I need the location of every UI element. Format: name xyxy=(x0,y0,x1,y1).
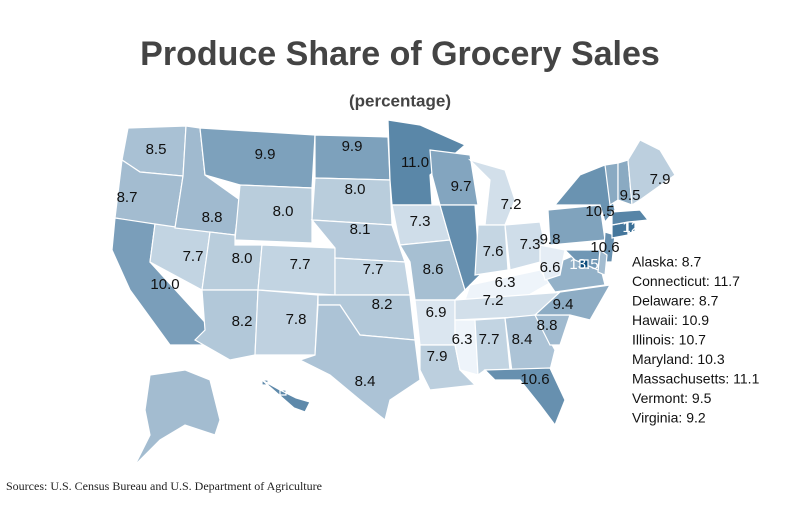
value-label: 10.0 xyxy=(150,276,179,293)
states xyxy=(111,119,676,466)
value-label: 7.8 xyxy=(286,311,307,328)
value-label: 11.0 xyxy=(401,154,429,171)
side-list-item: Maryland: 10.3 xyxy=(632,351,725,367)
state xyxy=(467,158,516,226)
value-label: 10.6 xyxy=(520,371,549,388)
value-label: 7.7 xyxy=(290,256,311,273)
state xyxy=(483,367,566,427)
value-label: 8.4 xyxy=(355,373,376,390)
value-label: 8.2 xyxy=(372,296,393,313)
state xyxy=(454,319,479,376)
value-label: 7.2 xyxy=(483,292,504,309)
value-label: 8.7 xyxy=(117,189,138,206)
value-label: 6.6 xyxy=(540,259,561,276)
value-label: 8.4 xyxy=(512,331,533,348)
side-list-item: Hawaii: 10.9 xyxy=(632,312,709,328)
value-label: 9.8 xyxy=(540,231,561,248)
side-list-item: Connecticut: 11.7 xyxy=(632,273,740,289)
value-label: 7.7 xyxy=(479,331,500,348)
title: Produce Share of Grocery Sales xyxy=(140,35,660,73)
value-label: 10.6 xyxy=(590,239,619,256)
value-label: 7.3 xyxy=(520,236,541,253)
state xyxy=(387,119,467,206)
state xyxy=(611,209,650,226)
value-label: 7.9 xyxy=(650,171,671,188)
state xyxy=(627,139,676,207)
state xyxy=(134,369,221,466)
value-label: 6.3 xyxy=(452,331,473,348)
state xyxy=(234,184,313,244)
state xyxy=(298,304,421,422)
side-list-item: Massachusetts: 11.1 xyxy=(632,371,760,387)
value-label: 8.5 xyxy=(146,141,167,158)
value-label: 9.4 xyxy=(553,296,574,313)
side-list-item: Virginia: 9.2 xyxy=(632,410,706,426)
value-label: 8.1 xyxy=(350,221,371,238)
value-label: 7.7 xyxy=(183,248,204,265)
state xyxy=(533,284,612,321)
value-label: 12.0 xyxy=(622,219,651,236)
value-label: 13.5 xyxy=(569,256,598,273)
value-label: 6.9 xyxy=(426,304,447,321)
labels: 8.58.710.07.78.89.98.08.0 7.78.2 7.89.98.0… xyxy=(117,138,671,390)
value-label: 7.2 xyxy=(501,196,522,213)
value-label: 8.0 xyxy=(273,203,294,220)
state xyxy=(474,224,509,276)
value-label: 8.8 xyxy=(202,209,223,226)
side-list-item: Alaska: 8.7 xyxy=(632,254,701,270)
value-label: 8.6 xyxy=(423,261,444,278)
value-label: 9.5 xyxy=(620,187,641,204)
value-label: 8.0 xyxy=(232,250,253,267)
value-label: 9.9 xyxy=(342,138,363,155)
subtitle: (percentage) xyxy=(349,91,451,110)
value-label: 9.9 xyxy=(255,146,276,163)
state xyxy=(539,244,566,281)
value-label: 7.9 xyxy=(427,348,448,365)
state xyxy=(439,204,481,292)
state xyxy=(464,269,557,301)
side-list-item: Illinois: 10.7 xyxy=(632,332,706,348)
value-label: 6.3 xyxy=(495,274,516,291)
value-label: 8.2 xyxy=(232,313,253,330)
state xyxy=(579,259,589,269)
value-label: 10.5 xyxy=(585,203,614,220)
side-list-item: Delaware: 8.7 xyxy=(632,293,719,309)
source: Sources: U.S. Census Bureau and U.S. Dep… xyxy=(6,479,322,493)
value-label: 7.6 xyxy=(483,243,504,260)
value-label: 8.0 xyxy=(345,181,366,198)
value-label: 7.3 xyxy=(410,213,431,230)
value-label: 9.7 xyxy=(451,178,472,195)
state xyxy=(553,164,616,224)
value-label: 8.8 xyxy=(537,317,558,334)
value-label: 7.7 xyxy=(363,261,384,278)
side-list-item: Vermont: 9.5 xyxy=(632,390,712,406)
state xyxy=(260,378,311,413)
